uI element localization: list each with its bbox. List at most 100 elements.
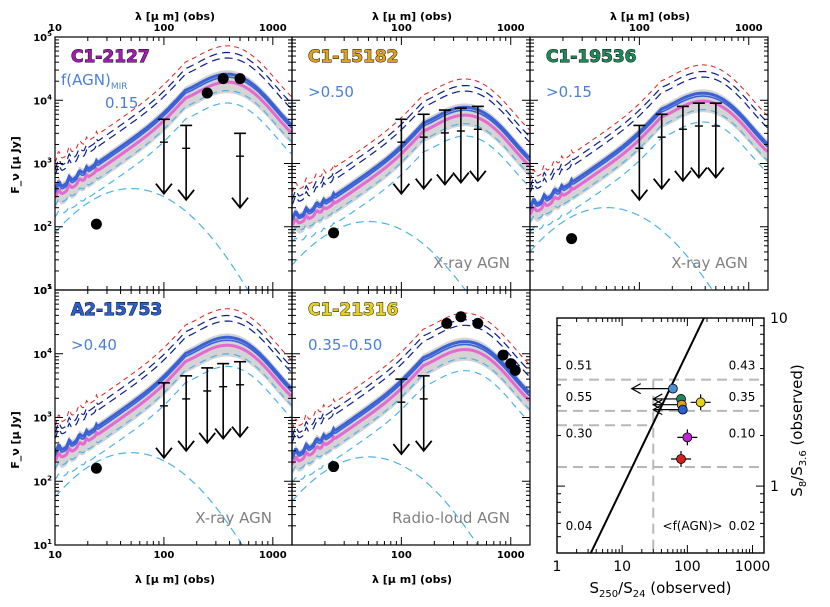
model-blue-thin <box>292 343 530 461</box>
model-blue-thin <box>55 76 292 194</box>
model-dark-blue-dashed-2 <box>55 57 292 176</box>
plot-area <box>292 78 530 290</box>
y-tick-label: 101 <box>33 538 52 552</box>
upper-limit-4 <box>469 105 487 183</box>
top-axis-label-2: λ [μ m] (obs) <box>372 10 452 23</box>
cell-value-1: 0.43 <box>729 359 756 373</box>
scatter-point-5 <box>677 429 698 446</box>
scatter-marker <box>682 432 693 443</box>
y-tick-label: 104 <box>33 93 52 107</box>
agn-component <box>530 207 714 290</box>
scatter-y-tick: 1 <box>770 479 779 495</box>
upper-limit-3 <box>214 362 232 441</box>
bottom-tick-label: 10 <box>48 550 62 561</box>
detection-point-1 <box>201 87 213 99</box>
model-red-dashed <box>55 308 292 426</box>
scatter-x-tick: 1000 <box>735 559 771 575</box>
upper-limit-1 <box>414 113 433 191</box>
panel-frame <box>291 36 531 291</box>
model-light-blue-dashed-2 <box>292 135 530 243</box>
upper-limit-2 <box>231 132 249 210</box>
model-blue-thin <box>55 339 292 457</box>
scatter-y-label: S8/S3.6 (observed) <box>788 364 809 496</box>
scatter-x-tick: 100 <box>674 559 701 575</box>
cell-value-2: 0.55 <box>566 390 593 404</box>
agn-fraction: >0.40 <box>71 336 117 354</box>
bottom-axis-label-1: λ [μ m] (obs) <box>135 573 215 586</box>
y-tick-label: 105 <box>33 283 52 297</box>
detection-point-6 <box>509 364 521 376</box>
detection-point-2 <box>217 73 229 85</box>
detection-point-0 <box>328 227 340 239</box>
cell-value-5: 0.10 <box>729 427 756 441</box>
model-dark-blue-dashed <box>55 314 292 433</box>
model-light-blue-dashed <box>55 90 292 206</box>
scatter-point-0 <box>630 383 678 395</box>
plot-area <box>55 308 292 545</box>
scatter-marker <box>667 383 678 394</box>
sed-panel-A2-15753: 101 102 103 104 105 10 100 1000 A2-15753 >0.40 X-r… <box>33 283 293 561</box>
upper-limit-2 <box>198 367 216 445</box>
scatter-point-3 <box>652 404 688 416</box>
ticks <box>529 36 768 291</box>
sed-panel-C1-21316: 100 1000 C1-21316 0.35–0.50 Radio-loud AGN <box>291 289 531 561</box>
model-dark-blue-dashed-2 <box>292 324 530 443</box>
agn-fraction: >0.15 <box>546 83 592 101</box>
agn-fraction: >0.50 <box>308 83 354 101</box>
model-blue-thin <box>530 95 768 211</box>
top-tick-label: 100 <box>153 23 174 34</box>
model-pink <box>530 99 768 216</box>
top-axis-label-1: λ [μ m] (obs) <box>135 10 215 23</box>
agn-note: X-ray AGN <box>195 509 272 527</box>
top-tick-label: 100 <box>629 23 650 34</box>
upper-limit-0 <box>392 378 411 456</box>
model-red-dashed <box>292 78 530 193</box>
top-tick-label: 1000 <box>735 23 763 34</box>
agn-component <box>55 451 244 545</box>
model-dark-blue-dashed-2 <box>292 90 530 205</box>
bottom-tick-label: 100 <box>391 550 412 561</box>
scatter-y-tick: 10 <box>770 311 788 327</box>
model-light-blue-dashed <box>292 122 530 233</box>
upper-limit-4 <box>707 102 725 179</box>
panel-title: A2-15753 <box>71 300 162 320</box>
model-blue <box>292 340 530 458</box>
detection-point-0 <box>90 218 102 230</box>
top-tick-label: 1000 <box>259 23 287 34</box>
agn-component <box>292 220 467 290</box>
bottom-axis-label-2: λ [μ m] (obs) <box>372 573 452 586</box>
model-dark-blue-dashed-2 <box>530 76 768 193</box>
scatter-marker <box>677 404 688 415</box>
model-blue <box>530 91 768 208</box>
detection-point-1 <box>441 317 453 329</box>
detection-point-3 <box>234 73 246 85</box>
legend-text: <f(AGN)> <box>663 519 723 533</box>
boundary-line <box>589 318 705 553</box>
agn-note: Radio-loud AGN <box>392 509 510 527</box>
bottom-tick-label: 1000 <box>259 550 287 561</box>
bottom-tick-label: 1000 <box>497 550 525 561</box>
agn-fraction: 0.35–0.50 <box>308 336 382 354</box>
scatter-plot-area: 0.51 0.43 0.55 0.35 0.30 0.10 0.04 0.02 <f(AGN)> <box>557 318 764 553</box>
plot-area <box>292 311 530 545</box>
y-axis-label-2: F_ν [μ Jy] <box>9 411 22 469</box>
panel-frame <box>529 36 769 291</box>
sed-panel-C1-15182: 100 1000 C1-15182 >0.50 X-ray AGN <box>291 23 531 291</box>
detection-point-0 <box>328 461 340 473</box>
model-dark-blue-dashed <box>530 70 768 188</box>
upper-limit-1 <box>177 124 195 202</box>
y-tick-label: 103 <box>33 157 52 171</box>
panel-title: C1-21316 <box>308 300 399 320</box>
detection-point-0 <box>90 462 102 474</box>
cell-value-4: 0.30 <box>566 427 593 441</box>
upper-limit-0 <box>155 382 173 460</box>
ticks <box>291 289 530 546</box>
upper-limit-1 <box>414 375 433 453</box>
agn-note: X-ray AGN <box>433 254 510 272</box>
y-axis-label-1: F_ν [μ Jy] <box>9 136 22 194</box>
model-red-dashed <box>55 45 292 163</box>
scatter-panel: 0.51 0.43 0.55 0.35 0.30 0.10 0.04 0.02 <f(AGN)>… <box>553 311 809 600</box>
scatter-x-tick: 10 <box>613 559 631 575</box>
